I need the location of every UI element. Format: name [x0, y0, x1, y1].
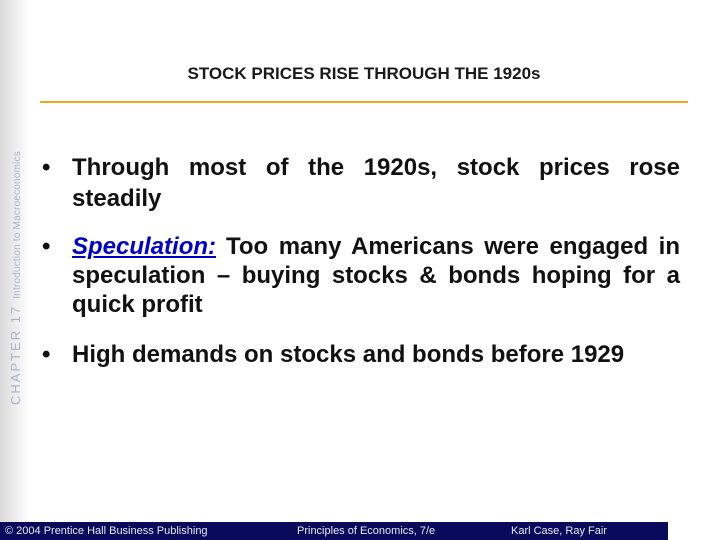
chapter-number: CHAPTER 17	[8, 304, 23, 405]
copyright: © 2004 Prentice Hall Business Publishing	[5, 525, 208, 537]
bullet-text: High demands on stocks and bonds before …	[72, 341, 625, 368]
slide-title: STOCK PRICES RISE THROUGH THE 1920s	[187, 64, 541, 83]
bullet: High demands on stocks and bonds before …	[42, 340, 680, 369]
bullet: Through most of the 1920s, stock prices …	[42, 152, 680, 214]
chapter-label: CHAPTER 17 Introduction to Macroeconomics	[8, 151, 23, 405]
book-title: Principles of Economics, 7/e	[297, 525, 436, 537]
authors: Karl Case, Ray Fair	[511, 525, 607, 537]
bullet-text: Through most of the 1920s, stock prices …	[72, 154, 680, 212]
sidebar: CHAPTER 17 Introduction to Macroeconomics	[0, 0, 30, 522]
bullet: Speculation:Too many Americans were enga…	[42, 232, 680, 319]
chapter-subject: Introduction to Macroeconomics	[12, 151, 23, 299]
title-rule	[40, 101, 688, 103]
footer: © 2004 Prentice Hall Business Publishing…	[0, 522, 668, 540]
bullet-term: Speculation:	[72, 233, 217, 260]
bullet-text: Too many Americans were engaged in specu…	[72, 233, 680, 318]
